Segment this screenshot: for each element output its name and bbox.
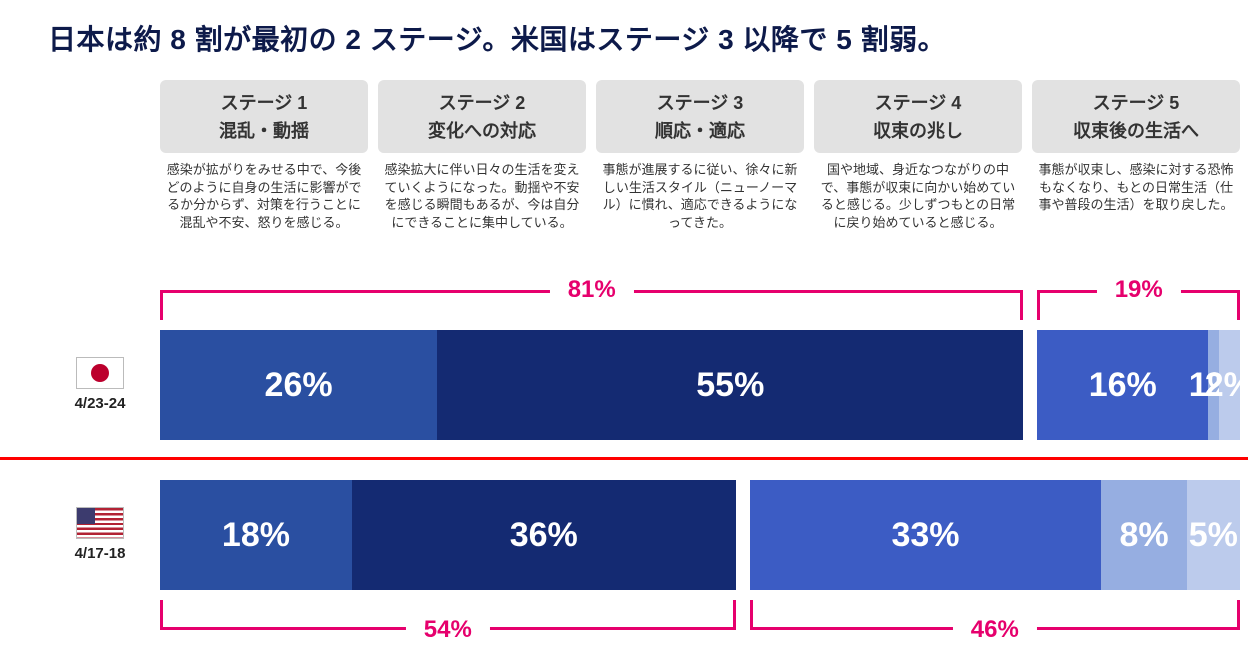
stage-name: ステージ 1 (164, 90, 364, 117)
row-label-jp: 4/23-24 (48, 357, 152, 412)
stage-subtitle: 混乱・動揺 (164, 117, 364, 143)
stage-column: ステージ 3順応・適応事態が進展するに従い、徐々に新しい生活スタイル（ニューノー… (596, 80, 804, 231)
bar-segment-stage-5: 5% (1187, 480, 1240, 590)
bracket-label-us_left: 54% (406, 616, 490, 644)
stage-description: 事態が進展するに従い、徐々に新しい生活スタイル（ニューノーマル）に慣れ、適応でき… (596, 153, 804, 231)
stage-name: ステージ 2 (382, 90, 582, 117)
bar-segment-stage-3: 16% (1037, 330, 1208, 440)
stage-name: ステージ 5 (1036, 90, 1236, 117)
stage-subtitle: 変化への対応 (382, 117, 582, 143)
stage-heading: ステージ 5収束後の生活へ (1032, 80, 1240, 153)
stage-subtitle: 収束後の生活へ (1036, 117, 1236, 143)
usa-flag-icon (76, 507, 124, 539)
bar-segment-stage-3: 33% (750, 480, 1102, 590)
bar-segment-stage-1: 26% (160, 330, 437, 440)
row-label-us: 4/17-18 (48, 507, 152, 562)
stage-column: ステージ 1混乱・動揺感染が拡がりをみせる中で、今後どのように自身の生活に影響が… (160, 80, 368, 231)
stage-heading: ステージ 4収束の兆し (814, 80, 1022, 153)
stage-description: 事態が収束し、感染に対する恐怖もなくなり、もとの日常生活（仕事や普段の生活）を取… (1032, 153, 1240, 214)
stage-heading: ステージ 3順応・適応 (596, 80, 804, 153)
stage-heading: ステージ 1混乱・動揺 (160, 80, 368, 153)
stage-description: 感染が拡がりをみせる中で、今後どのように自身の生活に影響がでるか分からず、対策を… (160, 153, 368, 231)
stage-headers: ステージ 1混乱・動揺感染が拡がりをみせる中で、今後どのように自身の生活に影響が… (160, 80, 1240, 231)
stage-column: ステージ 5収束後の生活へ事態が収束し、感染に対する恐怖もなくなり、もとの日常生… (1032, 80, 1240, 231)
segment-label: 16% (1089, 366, 1157, 405)
page-title: 日本は約 8 割が最初の 2 ステージ。米国はステージ 3 以降で 5 割弱。 (0, 0, 1248, 58)
stage-subtitle: 順応・適応 (600, 117, 800, 143)
segment-label: 55% (696, 366, 764, 405)
bracket-label-jp_right: 19% (1097, 276, 1181, 304)
japan-flag-icon (76, 357, 124, 389)
survey-date: 4/23-24 (75, 395, 126, 412)
stage-column: ステージ 2変化への対応感染拡大に伴い日々の生活を変えていくようになった。動揺や… (378, 80, 586, 231)
bar-segment-stage-2: 36% (352, 480, 736, 590)
segment-label: 5% (1189, 516, 1238, 555)
stage-description: 感染拡大に伴い日々の生活を変えていくようになった。動揺や不安を感じる瞬間もあるが… (378, 153, 586, 231)
bar-row-jp: 26%55%16%1%2% (160, 330, 1240, 440)
bar-segment-stage-1: 18% (160, 480, 352, 590)
stage-description: 国や地域、身近なつながりの中で、事態が収束に向かい始めていると感じる。少しずつも… (814, 153, 1022, 231)
bracket-label-jp_left: 81% (550, 276, 634, 304)
row-divider (0, 457, 1248, 460)
survey-date: 4/17-18 (75, 545, 126, 562)
chart-area: ステージ 1混乱・動揺感染が拡がりをみせる中で、今後どのように自身の生活に影響が… (160, 80, 1240, 231)
segment-label: 36% (510, 516, 578, 555)
segment-label: 26% (265, 366, 333, 405)
segment-label: 33% (891, 516, 959, 555)
stage-heading: ステージ 2変化への対応 (378, 80, 586, 153)
bar-row-us: 18% 36% 33% 8% 5% (160, 480, 1240, 590)
stage-subtitle: 収束の兆し (818, 117, 1018, 143)
stage-column: ステージ 4収束の兆し国や地域、身近なつながりの中で、事態が収束に向かい始めてい… (814, 80, 1022, 231)
bar-segment-stage-2: 55% (437, 330, 1023, 440)
bracket-label-us_right: 46% (953, 616, 1037, 644)
bar-segment-stage-5: 2% (1219, 330, 1240, 440)
stage-name: ステージ 3 (600, 90, 800, 117)
bar-segment-stage-4: 8% (1101, 480, 1186, 590)
segment-label: 2% (1205, 366, 1248, 405)
segment-label: 8% (1119, 516, 1168, 555)
segment-label: 18% (222, 516, 290, 555)
stage-name: ステージ 4 (818, 90, 1018, 117)
